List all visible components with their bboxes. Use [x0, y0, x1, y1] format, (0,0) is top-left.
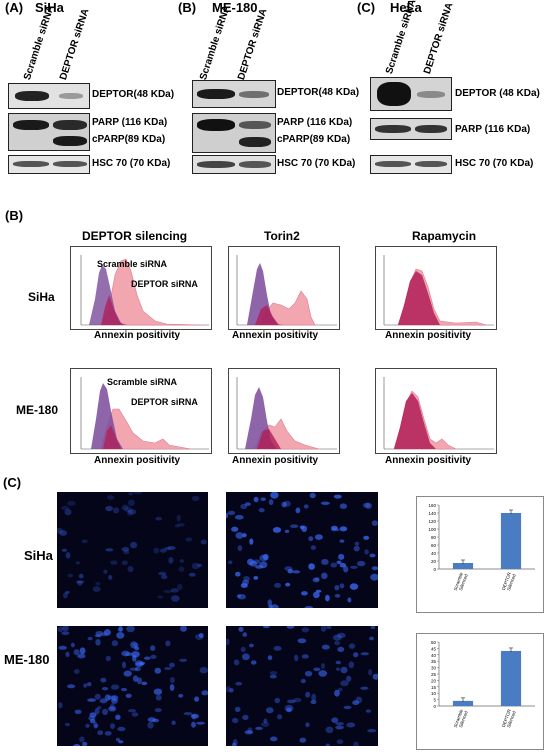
histogram-siha-deptor: Scramble siRNA DEPTOR siRNA	[70, 246, 212, 330]
blot-parp	[192, 113, 276, 153]
histogram-me180-torin2	[228, 368, 340, 454]
y-tick-label: 80	[431, 535, 437, 540]
x-axis-label: Annexin positivity	[94, 330, 181, 341]
blot-hsc70	[192, 155, 276, 174]
category-label: ScrambleSilenced	[453, 571, 469, 593]
y-tick-label: 0	[433, 704, 436, 709]
legend-deptor: DEPTOR siRNA	[131, 279, 198, 289]
y-tick-label: 25	[431, 672, 437, 677]
bar	[500, 513, 522, 569]
x-axis-label: Annexin positivity	[385, 330, 472, 341]
cell-line-label: ME-180	[212, 0, 258, 15]
bar-chart-siha: 0 20 40 60 80 100 120 140 160 ScrambleSilenced DEP…	[416, 496, 544, 613]
y-tick-label: 40	[431, 551, 437, 556]
blot-deptor	[192, 80, 276, 108]
lane-label-scramble: Scramble siRNA	[22, 3, 57, 82]
x-axis-label: Annexin positivity	[232, 330, 319, 341]
x-axis-label: Annexin positivity	[385, 455, 472, 466]
legend-deptor: DEPTOR siRNA	[131, 397, 198, 407]
band-label: PARP (116 KDa)	[277, 117, 353, 128]
legend-scramble: Scramble siRNA	[97, 259, 168, 269]
category-label: DEPTORSilenced	[501, 708, 517, 730]
legend-scramble: Scramble siRNA	[107, 377, 178, 387]
row-label: ME-180	[4, 652, 50, 667]
histogram-me180-rapamycin	[375, 368, 497, 454]
band-label: HSC 70 (70 KDa)	[92, 158, 171, 169]
category-label: DEPTORSilenced	[501, 571, 517, 593]
row-label: SiHa	[28, 290, 55, 304]
y-tick-label: 140	[428, 511, 436, 516]
band-label: PARP (116 KDa)	[92, 117, 168, 128]
blot-parp	[8, 113, 90, 151]
blot-deptor	[8, 83, 90, 109]
y-tick-label: 10	[431, 691, 437, 696]
blot-hsc70	[8, 155, 90, 174]
blot-hsc70	[370, 155, 452, 174]
micrograph-me180-scramble	[57, 626, 208, 746]
y-tick-label: 20	[431, 559, 437, 564]
x-axis-label: Annexin positivity	[232, 455, 319, 466]
bar	[500, 650, 522, 706]
panel-label-b: (B)	[178, 0, 197, 15]
lane-label-deptor: DEPTOR siRNA	[236, 7, 270, 82]
column-title: Rapamycin	[412, 229, 477, 243]
histogram-siha-torin2	[228, 246, 340, 330]
row-label: SiHa	[24, 548, 53, 563]
y-tick-label: 50	[431, 640, 437, 645]
micrograph-siha-scramble	[57, 492, 208, 608]
band-label: HSC 70 (70 KDa)	[455, 158, 534, 169]
y-tick-label: 160	[428, 503, 436, 508]
y-tick-label: 30	[431, 666, 437, 671]
bar-chart-svg: 0 20 40 60 80 100 120 140 160 ScrambleSilenced DEP…	[428, 503, 535, 593]
micrograph-me180-deptor	[226, 626, 378, 746]
y-tick-label: 0	[433, 567, 436, 572]
y-tick-label: 5	[433, 698, 436, 703]
y-tick-label: 40	[431, 653, 437, 658]
y-tick-label: 20	[431, 678, 437, 683]
histogram-siha-rapamycin	[375, 246, 497, 330]
band-label: DEPTOR(48 KDa)	[92, 89, 175, 100]
y-tick-label: 100	[428, 527, 436, 532]
category-label: ScrambleSilenced	[453, 708, 469, 730]
lane-label-scramble: Scramble siRNA	[198, 3, 233, 82]
cell-line-label: SiHa	[35, 0, 64, 15]
panel-label-c: (C)	[357, 0, 376, 15]
y-tick-label: 45	[431, 646, 437, 651]
blot-deptor	[370, 77, 452, 111]
band-label: DEPTOR(48 KDa)	[277, 87, 360, 98]
y-tick-label: 60	[431, 543, 437, 548]
column-title: Torin2	[264, 229, 300, 243]
blot-parp	[370, 118, 452, 140]
band-label: HSC 70 (70 KDa)	[277, 158, 356, 169]
band-label: cPARP(89 KDa)	[92, 134, 166, 145]
y-tick-label: 35	[431, 659, 437, 664]
column-title: DEPTOR silencing	[82, 229, 188, 243]
panel-label: (C)	[3, 475, 22, 490]
cell-line-label: HeLa	[390, 0, 422, 15]
panel-label: (B)	[5, 208, 24, 223]
bar	[452, 563, 474, 569]
panel-label-a: (A)	[5, 0, 24, 15]
band-label: PARP (116 KDa)	[455, 124, 531, 135]
y-tick-label: 120	[428, 519, 436, 524]
band-label: cPARP(89 KDa)	[277, 134, 351, 145]
bar	[452, 700, 474, 706]
lane-label-deptor: DEPTOR siRNA	[422, 1, 456, 76]
band-label: DEPTOR (48 KDa)	[455, 88, 540, 99]
y-tick-label: 15	[431, 685, 437, 690]
lane-label-deptor: DEPTOR siRNA	[58, 7, 92, 82]
micrograph-siha-deptor	[226, 492, 378, 608]
x-axis-label: Annexin positivity	[94, 455, 181, 466]
bar-chart-me180: 0 5 10 15 20 25 30 35 40 45 50 ScrambleSilenced DEPT…	[416, 633, 544, 750]
row-label: ME-180	[16, 403, 59, 417]
histogram-me180-deptor: Scramble siRNA DEPTOR siRNA	[70, 368, 212, 454]
